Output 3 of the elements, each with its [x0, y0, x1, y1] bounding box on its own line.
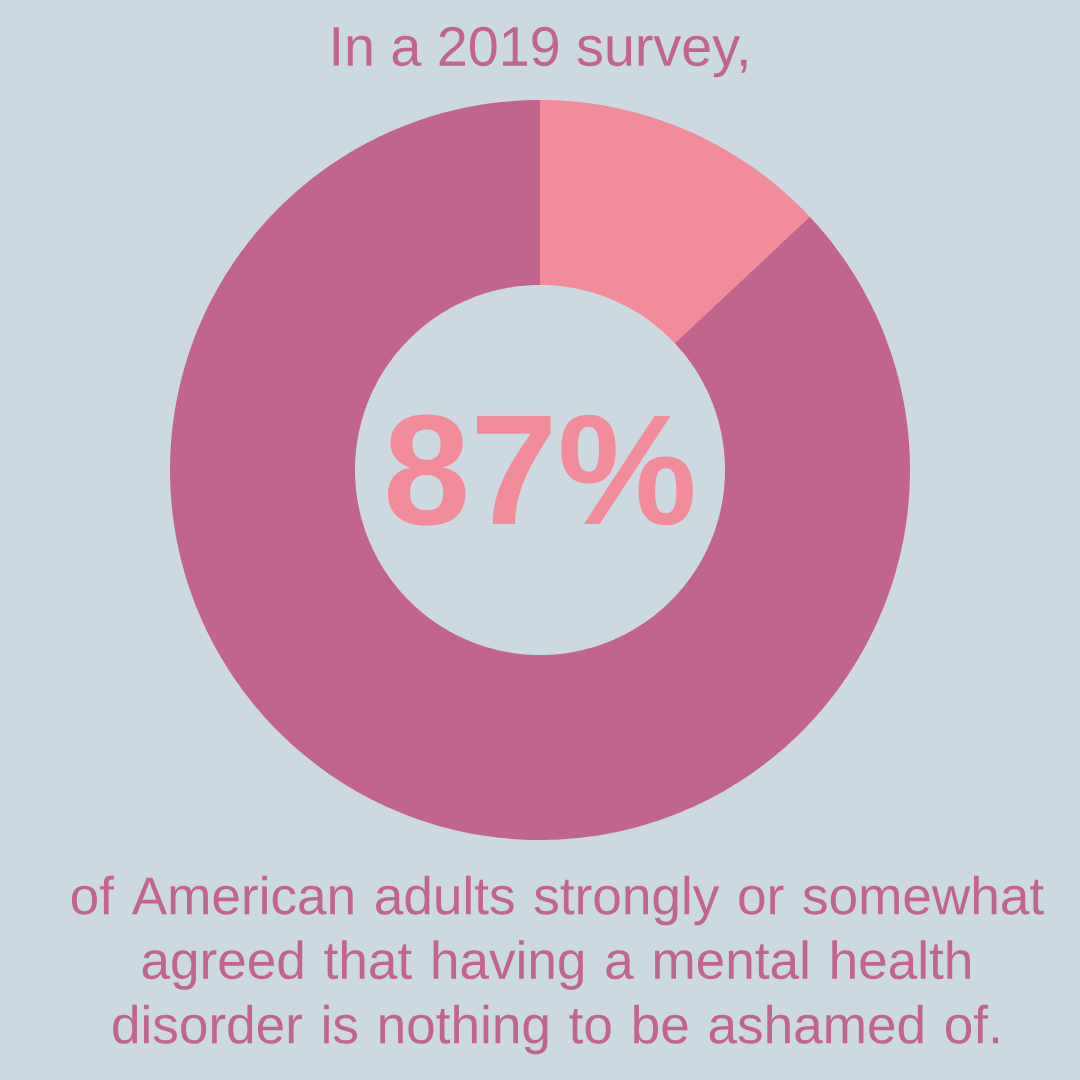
- chart-title: In a 2019 survey,: [333, 26, 747, 78]
- data-label: 87%: [387, 414, 693, 526]
- text: of American adults strongly or somewhat agreed that having a mental health disorder is nothing to be ashamed of.: [71, 875, 1044, 1055]
